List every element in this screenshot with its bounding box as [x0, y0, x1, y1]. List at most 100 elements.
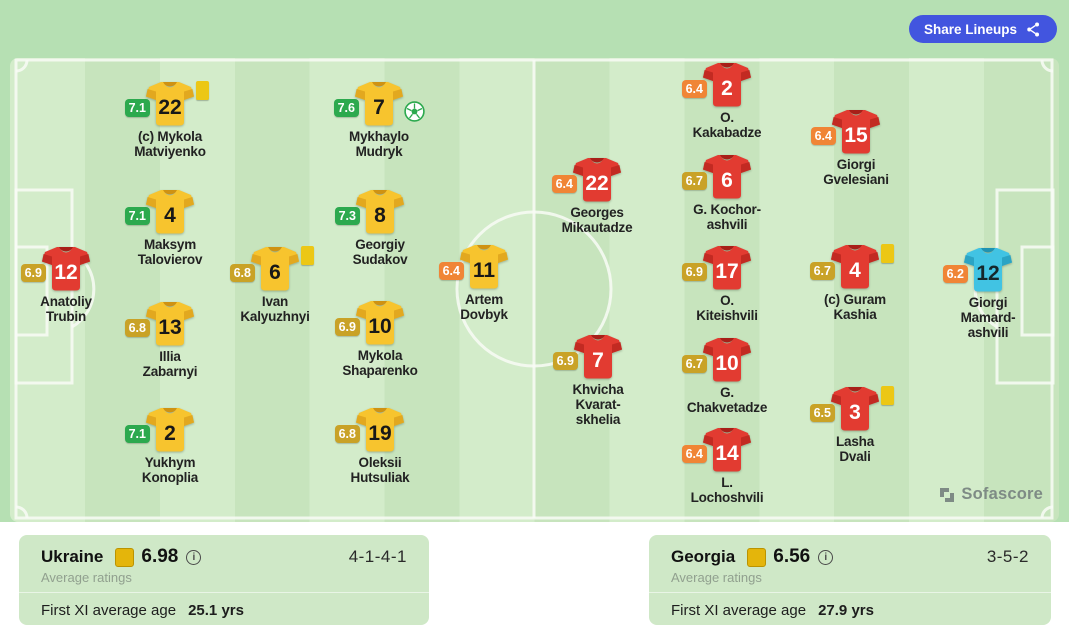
georgia-formation: 3-5-2: [986, 547, 1029, 566]
rating-badge: 6.8: [334, 425, 360, 443]
rating-badge: 6.8: [124, 319, 150, 337]
share-icon: [1027, 22, 1040, 36]
rating-badge: 6.7: [681, 172, 707, 190]
player-name: G. Chakvetadze: [686, 385, 768, 415]
player-yukhym-konoplia[interactable]: 7.1 2 Yukhym Konoplia: [105, 408, 235, 485]
jersey-icon: 17: [703, 246, 751, 290]
jersey-icon: 13: [146, 302, 194, 346]
player-mykola-shaparenko[interactable]: 6.9 10 Mykola Shaparenko: [315, 301, 445, 378]
jersey-icon: 10: [703, 338, 751, 382]
jersey-number: 19: [368, 422, 391, 445]
georgia-summary-panel: Georgia 6.56 i 3-5-2 Average ratings Fir…: [649, 535, 1051, 625]
player-name: Oleksii Hutsuliak: [350, 455, 410, 485]
rating-badge: 6.5: [809, 404, 835, 422]
player-name: Artem Dovbyk: [460, 292, 508, 322]
jersey-number: 14: [715, 442, 739, 465]
share-lineups-label: Share Lineups: [923, 21, 1017, 37]
jersey-number: 2: [164, 422, 176, 445]
panel-divider: [19, 592, 429, 593]
jersey-icon: 22: [146, 82, 194, 126]
player-name: Giorgi Gvelesiani: [823, 157, 889, 187]
player-name: Lasha Dvali: [835, 434, 875, 464]
jersey-icon: 3: [831, 387, 879, 431]
player-name: Mykhaylo Mudryk: [349, 129, 409, 159]
player-name: (c) Guram Kashia: [824, 292, 886, 322]
player-mykhaylo-mudryk[interactable]: 7.6 7 Mykhaylo Mudryk: [314, 82, 444, 159]
ukraine-average-ratings-label: Average ratings: [41, 570, 132, 585]
rating-badge: 6.7: [809, 262, 835, 280]
player-giorgi-kochorashvili[interactable]: 6.7 6 G. Kochor- ashvili: [662, 155, 792, 232]
sofascore-watermark-text: Sofascore: [961, 485, 1043, 503]
jersey-icon: 11: [460, 245, 508, 289]
yellow-card-icon: [301, 246, 314, 265]
info-icon[interactable]: i: [818, 549, 834, 565]
rating-badge: 6.4: [681, 445, 707, 463]
player-georgiy-sudakov[interactable]: 7.3 8 Georgiy Sudakov: [315, 190, 445, 267]
player-oleksii-hutsuliak[interactable]: 6.8 19 Oleksii Hutsuliak: [315, 408, 445, 485]
player-maksym-talovierov[interactable]: 7.1 4 Maksym Talovierov: [105, 190, 235, 267]
player-khvicha-kvaratskhelia[interactable]: 6.9 7 Khvicha Kvarat- skhelia: [533, 335, 663, 427]
player-name: Ivan Kalyuzhnyi: [240, 294, 310, 324]
jersey-icon: 2: [703, 63, 751, 107]
panel-divider: [649, 592, 1051, 593]
jersey-number: 3: [849, 401, 861, 424]
jersey-icon: 4: [831, 245, 879, 289]
player-guram-kashia[interactable]: 6.7 4 (c) Guram Kashia: [790, 244, 920, 322]
jersey-icon: 22: [573, 158, 621, 202]
player-giorgi-mamardashvili[interactable]: 6.2 12 Giorgi Mamard- ashvili: [923, 248, 1053, 340]
player-name: Giorgi Mamard- ashvili: [960, 295, 1016, 340]
jersey-number: 2: [721, 77, 733, 100]
jersey-icon: 8: [356, 190, 404, 234]
jersey-number: 7: [592, 349, 604, 372]
rating-badge: 7.3: [334, 207, 360, 225]
georgia-average-rating: 6.56: [773, 546, 811, 567]
player-name: Maksym Talovierov: [137, 237, 203, 267]
georgia-first-xi-age-value: 27.9 yrs: [818, 602, 874, 619]
player-name: Yukhym Konoplia: [141, 455, 199, 485]
player-name: Anatoliy Trubin: [40, 294, 92, 324]
jersey-number: 4: [164, 204, 176, 227]
player-lasha-dvali[interactable]: 6.5 3 Lasha Dvali: [790, 386, 920, 464]
player-mykola-matviyenko[interactable]: 7.1 22 (c) Mykola Matviyenko: [105, 81, 235, 159]
rating-badge: 6.9: [552, 352, 578, 370]
jersey-icon: 2: [146, 408, 194, 452]
jersey-number: 12: [54, 261, 77, 284]
ukraine-team-name: Ukraine: [41, 547, 104, 566]
sofascore-watermark: Sofascore: [939, 485, 1043, 504]
player-name: Mykola Shaparenko: [342, 348, 418, 378]
jersey-number: 13: [158, 316, 181, 339]
jersey-icon: 6: [703, 155, 751, 199]
player-georges-mikautadze[interactable]: 6.4 22 Georges Mikautadze: [532, 158, 662, 235]
jersey-number: 12: [976, 262, 999, 285]
share-lineups-button[interactable]: Share Lineups: [908, 15, 1057, 43]
jersey-number: 8: [374, 204, 386, 227]
rating-badge: 6.4: [551, 175, 577, 193]
player-luka-lochoshvili[interactable]: 6.4 14 L. Lochoshvili: [662, 428, 792, 505]
player-giorgi-gvelesiani[interactable]: 6.4 15 Giorgi Gvelesiani: [791, 110, 921, 187]
rating-badge: 6.4: [810, 127, 836, 145]
georgia-rating-square-icon: [747, 547, 767, 567]
info-icon[interactable]: i: [186, 549, 202, 565]
yellow-card-icon: [881, 244, 894, 263]
player-anatoliy-trubin[interactable]: 6.9 12 Anatoliy Trubin: [10, 247, 131, 324]
ukraine-average-rating: 6.98: [141, 546, 179, 567]
jersey-number: 22: [585, 172, 608, 195]
jersey-number: 17: [715, 260, 738, 283]
jersey-number: 15: [844, 124, 868, 147]
jersey-icon: 10: [356, 301, 404, 345]
jersey-number: 22: [158, 96, 181, 119]
player-illia-zabarnyi[interactable]: 6.8 13 Illia Zabarnyi: [105, 302, 235, 379]
rating-badge: 6.4: [681, 80, 707, 98]
player-artem-dovbyk[interactable]: 6.4 11 Artem Dovbyk: [419, 245, 549, 322]
jersey-icon: 7: [574, 335, 622, 379]
player-otar-kiteishvili[interactable]: 6.9 17 O. Kiteishvili: [662, 246, 792, 323]
sofascore-logo-icon: [940, 487, 955, 502]
rating-badge: 6.9: [681, 263, 707, 281]
player-ivan-kalyuzhnyi[interactable]: 6.8 6 Ivan Kalyuzhnyi: [210, 246, 340, 324]
jersey-icon: 7: [355, 82, 403, 126]
jersey-icon: 4: [146, 190, 194, 234]
player-giorgi-chakvetadze[interactable]: 6.7 10 G. Chakvetadze: [662, 338, 792, 415]
goalkeeper-jersey-icon: 12: [964, 248, 1012, 292]
ukraine-first-xi-age-label: First XI average age: [41, 602, 177, 619]
player-otar-kakabadze[interactable]: 6.4 2 O. Kakabadze: [662, 63, 792, 140]
